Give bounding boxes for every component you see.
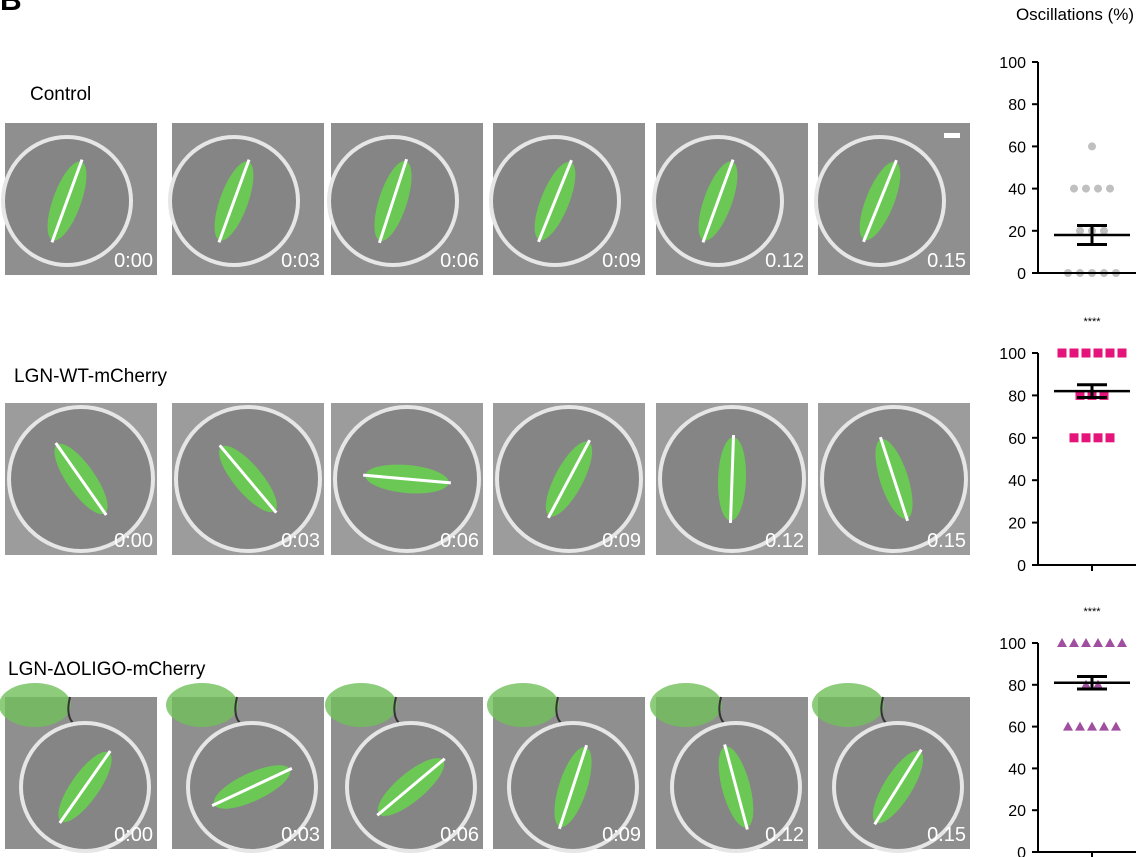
row-label: LGN-ΔOLIGO-mCherry	[8, 659, 206, 680]
timestamp: 0:06	[440, 530, 479, 552]
data-point	[1106, 349, 1115, 358]
y-tick-label: 60	[1008, 139, 1026, 156]
y-tick-label: 100	[999, 346, 1026, 363]
data-point	[1118, 349, 1127, 358]
data-point	[1087, 722, 1097, 731]
timestamp: 0.12	[765, 530, 804, 552]
timestamp: 0:03	[281, 824, 320, 846]
data-point	[1058, 349, 1067, 358]
y-tick-label: 40	[1008, 182, 1026, 199]
timestamp: 0:03	[281, 250, 320, 272]
y-tick-label: 20	[1008, 516, 1026, 533]
timestamp: 0.12	[765, 824, 804, 846]
data-point	[1057, 638, 1067, 647]
neighbor-cell	[0, 683, 71, 727]
neighbor-cell	[812, 683, 884, 727]
neighbor-cell	[166, 683, 238, 727]
timestamp: 0:06	[440, 824, 479, 846]
data-point	[1105, 638, 1115, 647]
data-point	[1082, 349, 1091, 358]
data-point	[1094, 349, 1103, 358]
data-point	[1111, 722, 1121, 731]
timestamp: 0:03	[281, 530, 320, 552]
timestamp: 0:09	[602, 530, 641, 552]
neighbor-cell	[325, 683, 397, 727]
y-tick-label: 80	[1008, 388, 1026, 405]
timestamp: 0:00	[114, 824, 153, 846]
neighbor-cell	[650, 683, 722, 727]
data-point	[1094, 185, 1102, 193]
y-tick-label: 60	[1008, 720, 1026, 737]
y-tick-label: 80	[1008, 678, 1026, 695]
y-axis-label: Oscillations (%)	[1016, 5, 1134, 24]
timestamp: 0:00	[114, 530, 153, 552]
y-tick-label: 40	[1008, 761, 1026, 778]
y-tick-label: 60	[1008, 431, 1026, 448]
data-point	[1069, 638, 1079, 647]
timestamp: 0:00	[114, 250, 153, 272]
data-point	[1088, 142, 1096, 150]
data-point	[1093, 680, 1103, 689]
y-tick-label: 40	[1008, 473, 1026, 490]
data-point	[1063, 722, 1073, 731]
y-tick-label: 80	[1008, 97, 1026, 114]
panel-label: B	[0, 0, 22, 17]
timestamp: 0.12	[765, 250, 804, 272]
data-point	[1082, 433, 1091, 442]
y-tick-label: 0	[1017, 558, 1026, 575]
data-point	[1099, 722, 1109, 731]
data-point	[1076, 227, 1084, 235]
figure: B Control 0:00 0:03 0:06 0:09 0.12 0.15 LGN-WT-…	[0, 0, 1146, 857]
data-point	[1070, 185, 1078, 193]
data-point	[1117, 638, 1127, 647]
data-point	[1070, 349, 1079, 358]
data-point	[1070, 433, 1079, 442]
timestamp: 0.15	[927, 824, 966, 846]
scale-bar	[944, 133, 960, 138]
data-point	[1106, 185, 1114, 193]
timestamp: 0:09	[602, 824, 641, 846]
data-point	[1081, 680, 1091, 689]
data-point	[1093, 638, 1103, 647]
y-tick-label: 20	[1008, 224, 1026, 241]
timestamp: 0.15	[927, 530, 966, 552]
timestamp: 0:09	[602, 250, 641, 272]
data-point	[1081, 638, 1091, 647]
y-tick-label: 0	[1017, 845, 1026, 857]
data-point	[1075, 722, 1085, 731]
y-tick-label: 100	[999, 55, 1026, 72]
data-point	[1094, 433, 1103, 442]
data-point	[1100, 227, 1108, 235]
significance: ****	[1083, 606, 1101, 618]
neighbor-cell	[487, 683, 559, 727]
significance: ****	[1083, 316, 1101, 328]
data-point	[1082, 185, 1090, 193]
y-tick-label: 0	[1017, 266, 1026, 283]
data-point	[1106, 433, 1115, 442]
timestamp: 0:06	[440, 250, 479, 272]
row-label: LGN-WT-mCherry	[14, 366, 168, 387]
row-label: Control	[30, 84, 91, 105]
y-tick-label: 100	[999, 636, 1026, 653]
timestamp: 0.15	[927, 250, 966, 272]
y-tick-label: 20	[1008, 803, 1026, 820]
